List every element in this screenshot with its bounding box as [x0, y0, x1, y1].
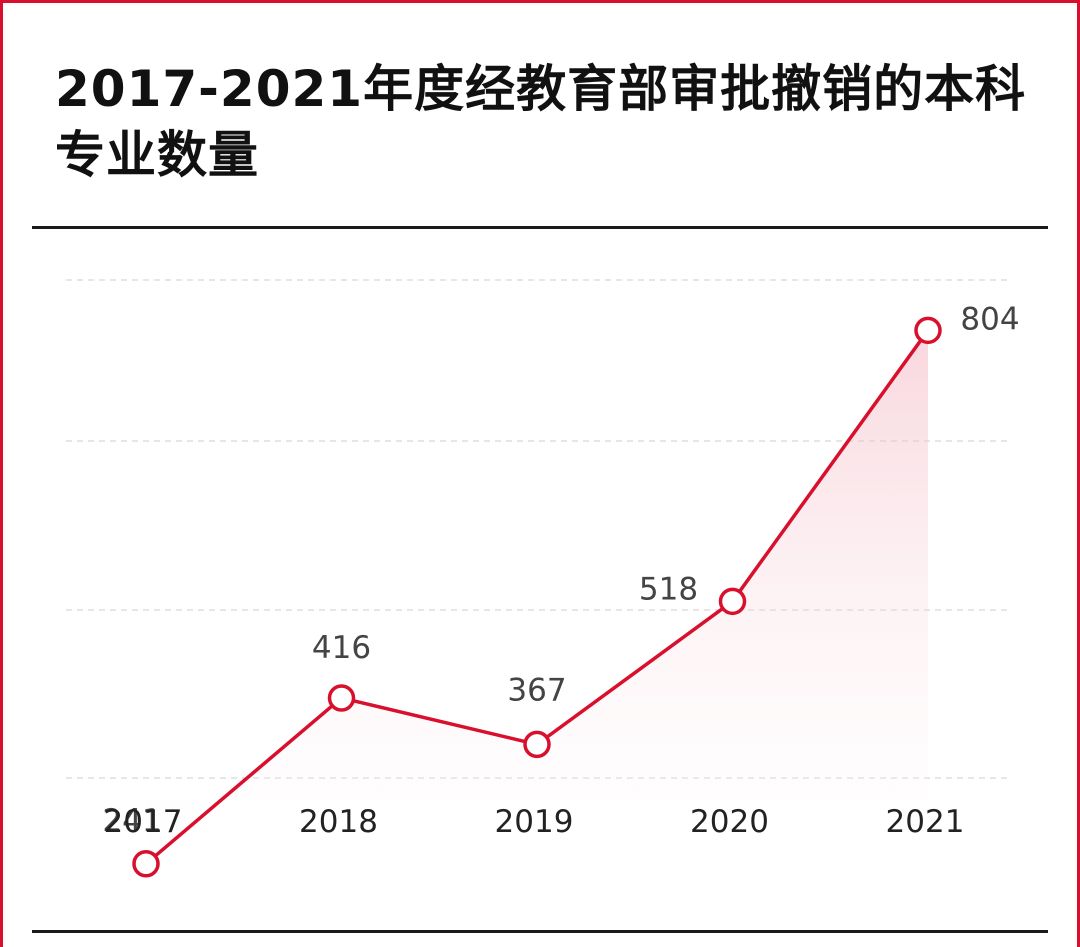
- x-tick-label-2021: 2021: [886, 804, 965, 840]
- x-tick-label-2018: 2018: [299, 804, 378, 840]
- data-label-2018: 416: [312, 630, 371, 666]
- area-fill: [146, 330, 928, 864]
- title-divider: [32, 226, 1048, 229]
- data-label-2019: 367: [507, 672, 566, 708]
- data-point-2018: [327, 684, 356, 712]
- x-tick-label-2019: 2019: [495, 804, 574, 840]
- data-point-2020: [718, 587, 747, 616]
- data-point-2019: [523, 730, 551, 759]
- bottom-divider: [32, 930, 1048, 933]
- data-label-2017: 241: [102, 803, 161, 839]
- x-tick-label-2017: 2017: [104, 804, 183, 840]
- x-tick-label-2020: 2020: [690, 804, 769, 840]
- data-label-2021: 804: [960, 301, 1019, 337]
- chart-title: 2017-2021年度经教育部审批撤销的本科专业数量: [55, 60, 1027, 184]
- data-point-2017: [132, 850, 160, 878]
- data-point-2021: [914, 316, 942, 345]
- data-label-2020: 518: [639, 571, 698, 607]
